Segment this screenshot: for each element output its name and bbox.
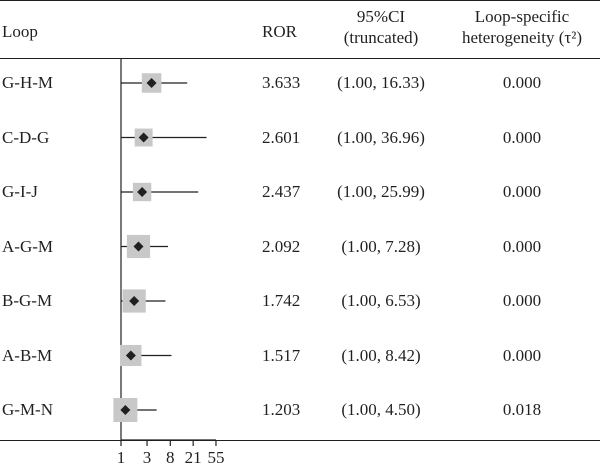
cell-loop: B-G-M	[2, 291, 53, 310]
cell-ci: (1.00, 6.53)	[341, 291, 421, 310]
cell-ror: 1.742	[262, 291, 301, 310]
header-rule	[0, 58, 600, 59]
x-tick-label: 8	[166, 448, 175, 467]
cell-ci: (1.00, 8.42)	[341, 345, 421, 365]
header-het-line1: Loop-specific	[474, 7, 570, 26]
cell-ror: 1.517	[262, 345, 301, 365]
point-estimate	[133, 241, 144, 252]
header-heterogeneity: Loop-specific heterogeneity (τ²)	[444, 6, 600, 48]
cell-ci: (1.00, 16.33)	[337, 73, 425, 92]
bottom-rule	[0, 440, 600, 441]
point-estimate	[129, 296, 140, 306]
point-estimate	[138, 132, 149, 143]
header-ci-line1: 95%CI	[356, 7, 406, 26]
cell-loop: A-B-M	[2, 345, 53, 365]
cell-tau2: 0.000	[502, 182, 542, 201]
header-ror: ROR	[262, 22, 297, 41]
cell-ror: 2.092	[262, 236, 301, 256]
cell-ci: (1.00, 25.99)	[337, 182, 425, 201]
point-estimate	[137, 187, 148, 197]
header-het-line2: heterogeneity (τ²)	[461, 28, 582, 47]
cell-loop: G-M-N	[2, 400, 53, 419]
cell-tau2: 0.000	[502, 291, 542, 310]
top-rule	[0, 0, 600, 1]
header-ci-line2: (truncated)	[343, 28, 419, 47]
x-tick-label: 1	[116, 448, 126, 467]
cell-ci: (1.00, 7.28)	[341, 236, 421, 256]
header-loop: Loop	[2, 22, 38, 41]
point-estimate	[120, 405, 131, 415]
cell-tau2: 0.000	[502, 127, 542, 147]
cell-ror: 3.633	[262, 73, 301, 92]
cell-ci: (1.00, 4.50)	[341, 400, 421, 419]
cell-loop: C-D-G	[2, 127, 50, 147]
point-estimate	[146, 78, 157, 88]
cell-tau2: 0.018	[502, 400, 542, 419]
cell-tau2: 0.000	[502, 236, 542, 256]
cell-tau2: 0.000	[502, 345, 542, 365]
cell-loop: A-G-M	[2, 236, 53, 256]
cell-ci: (1.00, 36.96)	[337, 127, 425, 147]
cell-tau2: 0.000	[502, 73, 542, 92]
cell-loop: G-I-J	[2, 182, 38, 201]
x-tick-label: 3	[142, 448, 152, 467]
x-tick-label: 55	[207, 448, 225, 467]
cell-ror: 2.601	[262, 127, 301, 147]
cell-ror: 2.437	[262, 182, 301, 201]
x-tick-label: 21	[184, 448, 202, 467]
cell-ror: 1.203	[262, 400, 301, 419]
header-ci: 95%CI (truncated)	[318, 6, 444, 48]
point-estimate	[125, 350, 136, 361]
cell-loop: G-H-M	[2, 73, 53, 92]
